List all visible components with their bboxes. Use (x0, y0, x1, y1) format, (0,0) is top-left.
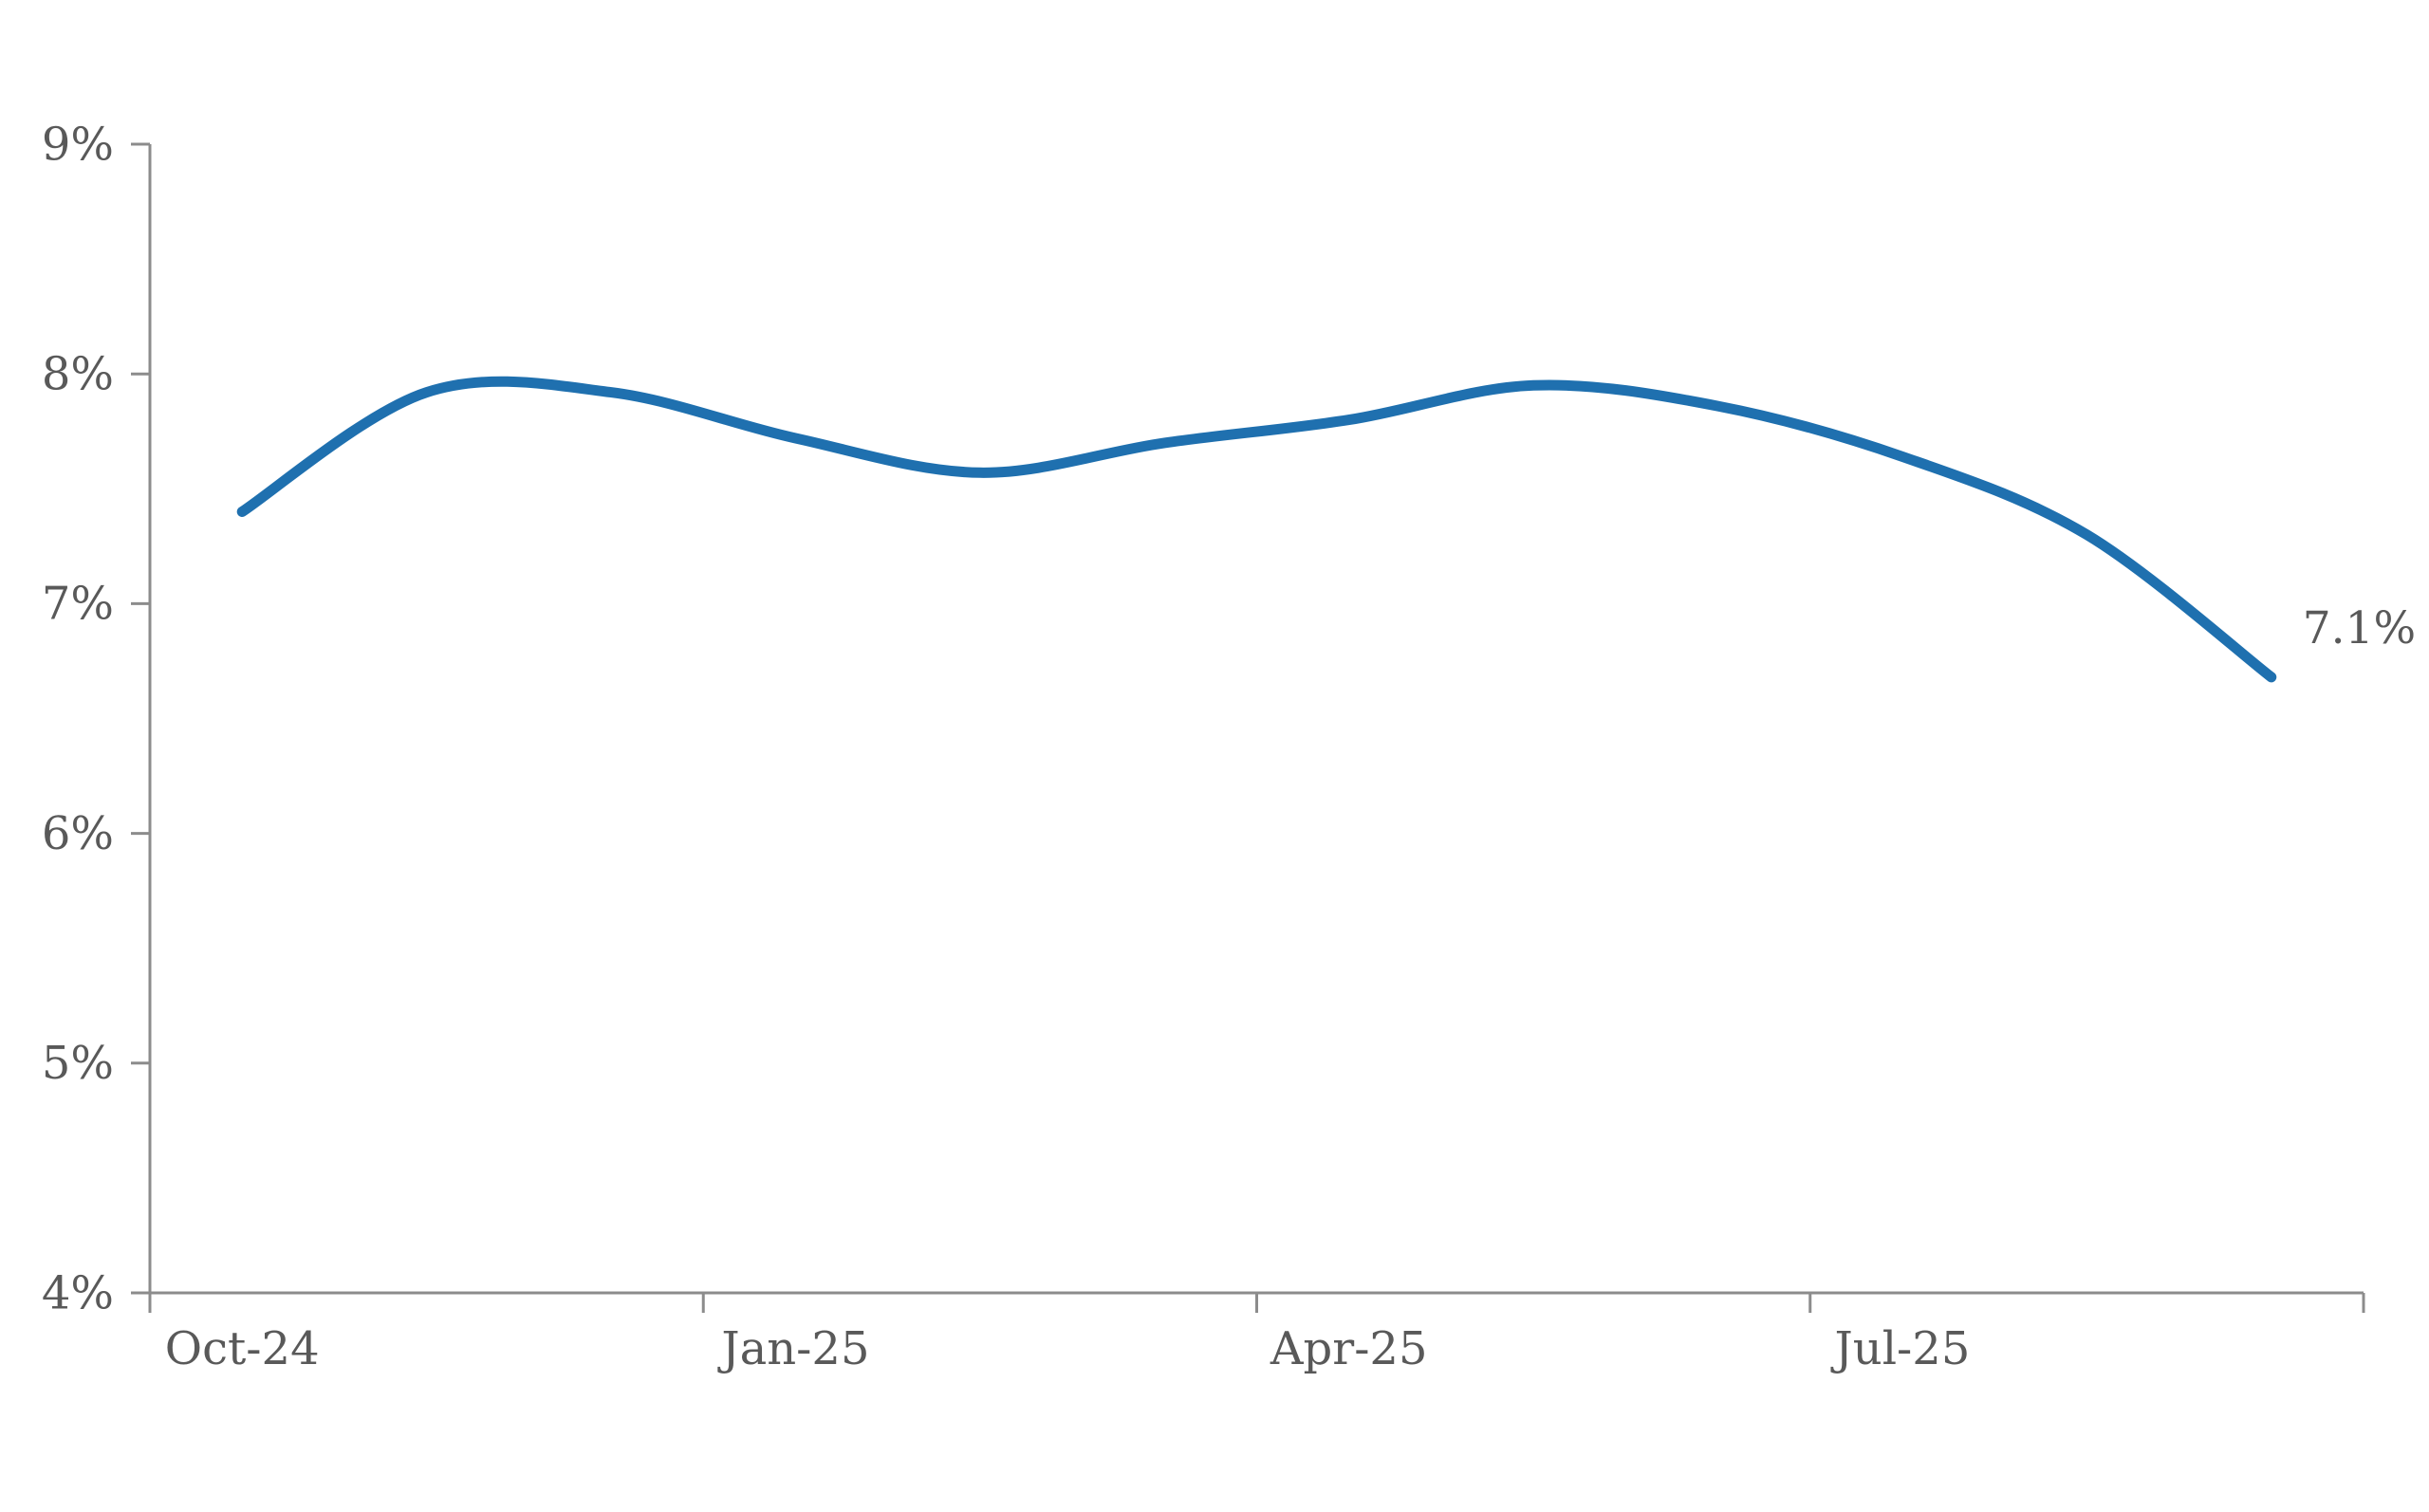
x-axis-tick-label: Jan-25 (716, 1322, 869, 1375)
y-axis-tick-label: 6% (42, 807, 114, 860)
y-axis-tick-label: 4% (42, 1266, 114, 1319)
x-axis-tick-label: Oct-24 (165, 1322, 320, 1375)
end-value-label: 7.1% (2303, 602, 2416, 655)
y-axis-tick-label: 5% (42, 1037, 114, 1090)
y-axis-tick-label: 8% (42, 348, 114, 401)
y-axis-tick-label: 7% (42, 578, 114, 631)
x-axis-tick-label: Jul-25 (1830, 1322, 1971, 1375)
x-axis-tick-label: Apr-25 (1270, 1322, 1428, 1375)
y-axis-tick-label: 9% (42, 118, 114, 171)
series-line (236, 376, 2277, 683)
